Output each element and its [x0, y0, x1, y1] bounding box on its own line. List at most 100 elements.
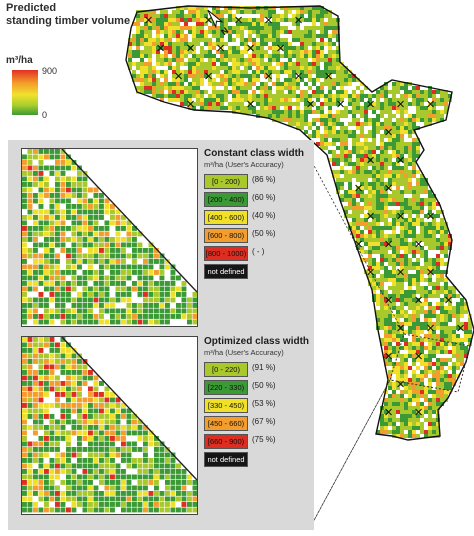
- map-cell: [356, 106, 360, 110]
- inset-cell: [49, 314, 55, 319]
- map-cell: [408, 210, 412, 214]
- inset-cell: [49, 242, 55, 248]
- map-cell: [256, 10, 260, 14]
- map-cell: [292, 46, 296, 50]
- map-cell: [436, 98, 440, 102]
- map-cell: [420, 98, 424, 102]
- inset-cell: [121, 408, 126, 414]
- inset-cell: [104, 253, 110, 259]
- map-cell: [144, 30, 148, 34]
- map-cell: [348, 130, 352, 134]
- map-cell: [384, 358, 388, 362]
- map-cell: [296, 94, 300, 98]
- map-cell: [260, 38, 264, 42]
- map-cell: [468, 334, 472, 338]
- map-cell: [240, 34, 244, 38]
- map-cell: [352, 234, 356, 238]
- map-cell: [144, 86, 148, 90]
- inset-cell: [192, 292, 197, 297]
- map-cell: [228, 30, 232, 34]
- map-cell: [428, 418, 432, 422]
- inset-cell: [71, 209, 77, 215]
- inset-cell: [143, 474, 148, 480]
- inset-cell: [115, 419, 121, 425]
- map-cell: [368, 146, 372, 150]
- map-cell: [256, 30, 260, 34]
- inset-cell: [132, 237, 137, 242]
- inset-cell: [93, 425, 99, 430]
- map-cell: [428, 358, 432, 362]
- inset-cell: [55, 303, 60, 308]
- map-cell: [400, 266, 404, 270]
- inset-cell: [176, 474, 181, 480]
- plot-cross: [205, 16, 212, 24]
- map-cell: [384, 294, 388, 298]
- map-cell: [396, 298, 400, 302]
- map-cell: [304, 106, 308, 110]
- inset-cell: [33, 209, 38, 215]
- inset-cell: [22, 397, 27, 403]
- map-cell: [412, 174, 416, 178]
- map-cell: [252, 94, 256, 98]
- map-cell: [400, 190, 404, 194]
- map-cell: [300, 38, 304, 42]
- map-cell: [240, 94, 244, 98]
- map-cell: [380, 194, 384, 198]
- map-cell: [392, 210, 396, 214]
- inset-cell: [33, 231, 38, 237]
- map-cell: [220, 18, 224, 22]
- map-cell: [344, 70, 348, 74]
- map-cell: [412, 306, 416, 310]
- map-cell: [380, 314, 384, 318]
- map-cell: [200, 10, 204, 14]
- map-cell: [332, 66, 336, 70]
- plot-cross: [187, 44, 194, 52]
- inset-cell: [143, 425, 148, 430]
- map-cell: [192, 6, 196, 10]
- map-cell: [404, 182, 408, 186]
- map-cell: [396, 158, 400, 162]
- map-cell: [296, 62, 300, 66]
- map-cell: [392, 386, 396, 390]
- inset-cell: [55, 237, 60, 242]
- map-cell: [380, 410, 384, 414]
- map-cell: [392, 346, 396, 350]
- map-cell: [436, 266, 440, 270]
- map-cell: [404, 338, 408, 342]
- map-cell: [392, 138, 396, 142]
- map-cell: [392, 234, 396, 238]
- map-cell: [244, 82, 248, 86]
- inset-cell: [55, 308, 60, 314]
- map-cell: [364, 170, 368, 174]
- map-cell: [384, 110, 388, 114]
- inset-cell: [187, 480, 192, 485]
- map-cell: [268, 62, 272, 66]
- map-cell: [260, 26, 264, 30]
- map-cell: [324, 102, 328, 106]
- map-cell: [140, 30, 144, 34]
- map-cell: [424, 326, 428, 330]
- map-cell: [388, 162, 392, 166]
- inset-cell: [77, 231, 82, 237]
- inset-cell: [148, 308, 154, 314]
- inset-cell: [93, 198, 99, 204]
- map-cell: [236, 62, 240, 66]
- map-cell: [392, 222, 396, 226]
- map-cell: [184, 102, 188, 106]
- inset-cell: [104, 441, 110, 447]
- map-cell: [448, 318, 452, 322]
- map-cell: [264, 34, 268, 38]
- map-cell: [424, 226, 428, 230]
- inset-cell: [143, 496, 148, 502]
- map-cell: [228, 74, 232, 78]
- map-cell: [232, 38, 236, 42]
- inset-cell: [93, 386, 99, 392]
- map-cell: [276, 46, 280, 50]
- inset-cell: [165, 314, 170, 319]
- map-cell: [464, 306, 468, 310]
- inset-cell: [66, 496, 71, 502]
- inset-cell: [27, 209, 33, 215]
- inset-cell: [176, 314, 181, 319]
- inset-cell: [121, 474, 126, 480]
- map-cell: [444, 326, 448, 330]
